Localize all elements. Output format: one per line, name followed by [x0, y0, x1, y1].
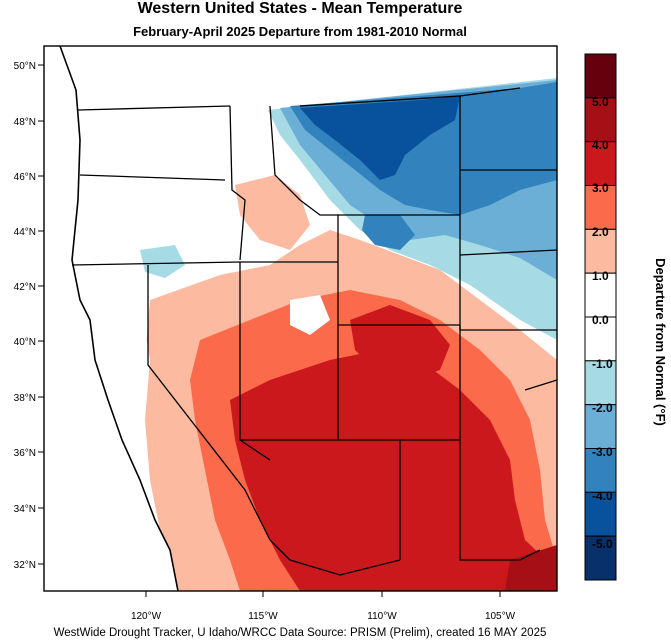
- lon-label-120: 120°W: [131, 611, 162, 622]
- lat-label-32: 32°N: [14, 560, 36, 571]
- lat-label-40: 40°N: [14, 337, 36, 348]
- lat-label-42: 42°N: [14, 282, 36, 293]
- neutral-california-coast: [90, 300, 160, 540]
- colorbar: [584, 53, 617, 581]
- colorbar-swatch: [584, 97, 617, 143]
- colorbar-swatch: [584, 535, 617, 581]
- colorbar-title: Departure from Normal (°F): [653, 258, 668, 426]
- cb-label-1: 1.0: [592, 269, 609, 283]
- state-boundaries: [71, 87, 557, 576]
- lon-label-115: 115°W: [248, 611, 278, 622]
- colorbar-swatch: [584, 360, 617, 406]
- cb-label-0: 0.0: [592, 313, 609, 327]
- warm-patch-colorado: [350, 305, 450, 380]
- data-source-credit: WestWide Drought Tracker, U Idaho/WRCC D…: [53, 627, 547, 639]
- coastline: [59, 45, 179, 592]
- colorbar-swatch: [584, 53, 617, 99]
- lat-label-36: 36°N: [14, 448, 36, 459]
- lat-label-48: 48°N: [14, 117, 36, 128]
- cool-region-deep: [300, 96, 460, 180]
- cb-label-4: 4.0: [592, 138, 609, 152]
- anomaly-field: [44, 46, 557, 591]
- warm-patch-southeast: [505, 545, 557, 591]
- cb-label-neg4: -4.0: [592, 489, 613, 503]
- map-title: Western United States - Mean Temperature: [137, 0, 463, 17]
- cb-label-3: 3.0: [592, 181, 609, 195]
- cb-label-5: 5.0: [592, 95, 609, 109]
- cool-patch-wyoming: [362, 215, 415, 250]
- colorbar-swatch: [584, 228, 617, 274]
- colorbar-swatch: [584, 316, 617, 362]
- lon-label-105: 105°W: [485, 611, 516, 622]
- cb-label-neg2: -2.0: [592, 401, 613, 415]
- map-frame: [43, 45, 558, 592]
- lat-label-34: 34°N: [14, 504, 36, 515]
- lat-label-38: 38°N: [14, 393, 36, 404]
- lat-label-44: 44°N: [14, 227, 36, 238]
- colorbar-swatch: [584, 272, 617, 318]
- warm-patch-idaho: [235, 175, 310, 250]
- latitude-labels: 50°N 48°N 46°N 44°N 42°N 40°N 38°N 36°N …: [14, 61, 36, 571]
- cb-label-neg1: -1.0: [592, 357, 613, 371]
- longitude-labels: 120°W 115°W 110°W 105°W: [131, 611, 516, 622]
- neutral-pacific-northwest: [80, 100, 245, 290]
- pacific-ocean: [44, 46, 178, 591]
- lat-label-46: 46°N: [14, 172, 36, 183]
- colorbar-labels: 5.0 4.0 3.0 2.0 1.0 0.0 -1.0 -2.0 -3.0 -…: [592, 95, 613, 551]
- cool-patch-oregon: [140, 245, 185, 278]
- longitude-axis: [145, 591, 501, 597]
- lat-label-50: 50°N: [14, 61, 36, 72]
- colorbar-swatch: [584, 404, 617, 450]
- cb-label-neg3: -3.0: [592, 445, 613, 459]
- cb-label-neg5: -5.0: [592, 537, 613, 551]
- map-subtitle: February-April 2025 Departure from 1981-…: [133, 24, 467, 39]
- latitude-axis: [38, 64, 44, 565]
- colorbar-swatch: [584, 141, 617, 186]
- colorbar-swatch: [584, 491, 617, 537]
- neutral-patch-utah: [290, 295, 330, 335]
- lon-label-110: 110°W: [367, 611, 397, 622]
- colorbar-swatch: [584, 185, 617, 230]
- cb-label-2: 2.0: [592, 225, 609, 239]
- colorbar-swatch: [584, 448, 617, 493]
- warm-region-strong: [230, 350, 557, 591]
